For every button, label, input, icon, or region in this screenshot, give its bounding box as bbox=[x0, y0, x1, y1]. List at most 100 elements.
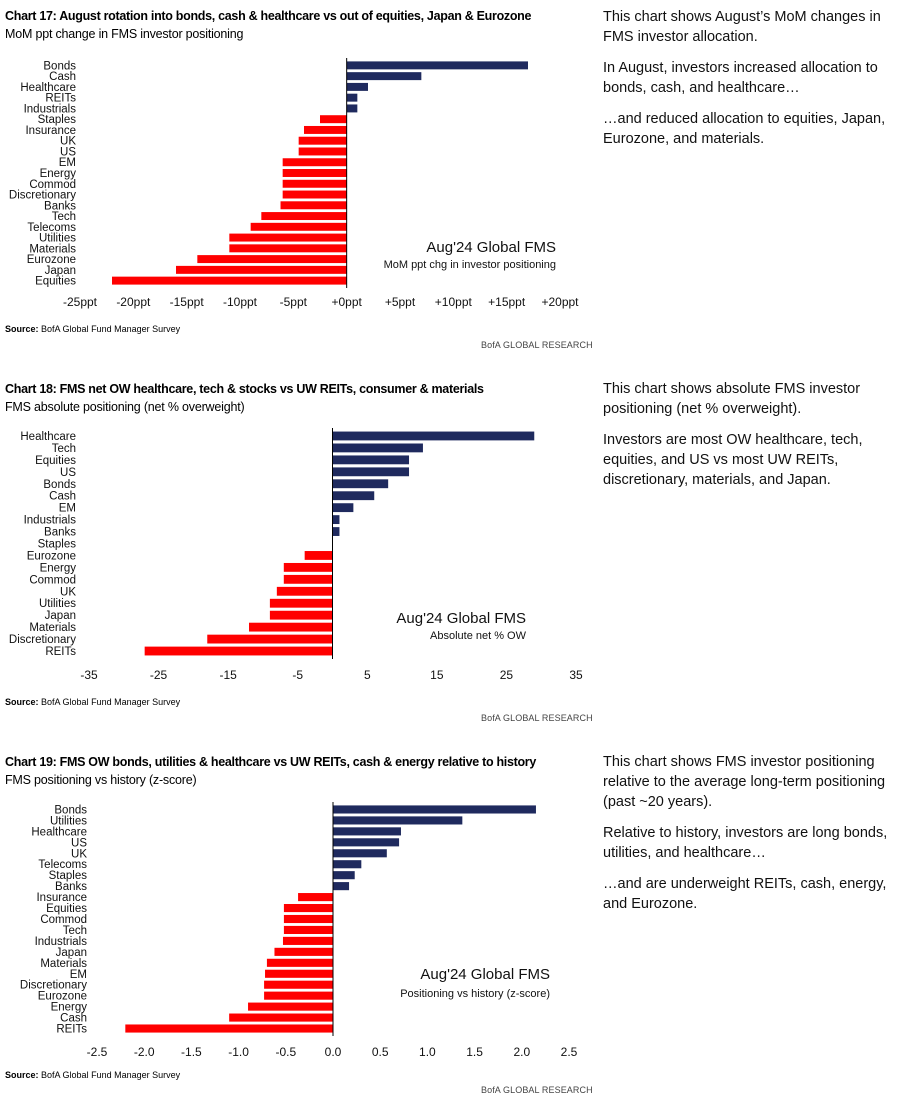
chart-title: Chart 19: FMS OW bonds, utilities & heal… bbox=[5, 755, 537, 769]
brand-label: BofA GLOBAL RESEARCH bbox=[481, 1085, 593, 1095]
category-label: Utilities bbox=[39, 233, 76, 245]
category-label: Banks bbox=[44, 200, 76, 212]
bar-us bbox=[333, 838, 400, 847]
x-tick-label: 35 bbox=[569, 668, 583, 682]
category-label: Bonds bbox=[54, 804, 87, 816]
source-label: Source: bbox=[5, 697, 39, 707]
x-tick-label: -2.5 bbox=[87, 1045, 108, 1059]
bar-equities bbox=[283, 904, 333, 913]
category-label: US bbox=[71, 837, 87, 849]
bar-industrials bbox=[332, 515, 340, 525]
category-label: Cash bbox=[60, 1013, 87, 1025]
chart-subtitle: FMS positioning vs history (z-score) bbox=[5, 773, 197, 787]
category-label: Healthcare bbox=[20, 82, 76, 94]
bar-telecoms bbox=[250, 222, 347, 231]
side-paragraph: This chart shows FMS investor positionin… bbox=[603, 754, 886, 810]
category-label: Japan bbox=[45, 610, 76, 622]
category-label: EM bbox=[70, 969, 87, 981]
category-label: Utilities bbox=[50, 815, 87, 827]
category-label: Staples bbox=[38, 539, 77, 551]
category-label: Staples bbox=[49, 870, 88, 882]
bar-em bbox=[332, 503, 354, 513]
bar-eurozone bbox=[197, 255, 347, 264]
bar-bonds bbox=[333, 805, 536, 814]
bar-cash bbox=[229, 1013, 333, 1022]
category-label: EM bbox=[59, 503, 76, 515]
category-label: REITs bbox=[45, 646, 76, 658]
bar-industrials bbox=[346, 104, 358, 113]
chart-subtitle: MoM ppt change in FMS investor positioni… bbox=[5, 27, 244, 41]
bar-equities bbox=[112, 276, 347, 285]
bar-cash bbox=[332, 491, 375, 501]
bar-healthcare bbox=[346, 82, 368, 91]
bar-materials bbox=[249, 622, 333, 632]
x-tick-label: -5 bbox=[292, 668, 303, 682]
source-label: Source: bbox=[5, 1070, 39, 1080]
category-label: Bonds bbox=[43, 479, 76, 491]
category-label: Eurozone bbox=[27, 550, 76, 562]
x-tick-label: -25ppt bbox=[63, 295, 98, 309]
x-tick-label: 0.0 bbox=[325, 1045, 342, 1059]
bar-discretionary bbox=[282, 190, 347, 199]
x-tick-label: +10ppt bbox=[435, 295, 473, 309]
category-label: Insurance bbox=[36, 892, 87, 904]
bar-uk bbox=[333, 849, 387, 858]
category-label: Utilities bbox=[39, 598, 76, 610]
category-label: Bonds bbox=[43, 60, 76, 72]
category-label: Commod bbox=[29, 179, 76, 191]
bar-discretionary bbox=[207, 634, 333, 644]
x-tick-label: 2.5 bbox=[561, 1045, 578, 1059]
bar-chart-18: HealthcareTechEquitiesUSBondsCashEMIndus… bbox=[9, 428, 583, 682]
bar-energy bbox=[283, 562, 333, 572]
bar-materials bbox=[266, 958, 333, 967]
category-label: UK bbox=[60, 136, 76, 148]
bar-uk bbox=[298, 136, 347, 145]
side-paragraph: …and are underweight REITs, cash, energy… bbox=[603, 876, 887, 912]
bar-utilities bbox=[269, 598, 333, 608]
bar-japan bbox=[269, 610, 333, 620]
category-label: Industrials bbox=[24, 515, 77, 527]
source-text: BofA Global Fund Manager Survey bbox=[41, 697, 181, 707]
bar-energy bbox=[282, 169, 347, 177]
bar-eurozone bbox=[304, 551, 333, 560]
bar-reits bbox=[125, 1024, 333, 1033]
category-label: Discretionary bbox=[9, 634, 76, 646]
brand-label: BofA GLOBAL RESEARCH bbox=[481, 340, 593, 350]
bar-em bbox=[265, 969, 333, 978]
bar-uk bbox=[276, 586, 333, 596]
bar-cash bbox=[346, 72, 422, 81]
x-tick-label: 1.0 bbox=[419, 1045, 436, 1059]
bar-chart-17: BondsCashHealthcareREITsIndustrialsStapl… bbox=[9, 58, 579, 309]
category-label: Commod bbox=[29, 574, 76, 586]
x-tick-label: +20ppt bbox=[541, 295, 579, 309]
category-label: REITs bbox=[56, 1024, 87, 1036]
x-tick-label: 0.5 bbox=[372, 1045, 389, 1059]
side-paragraph: This chart shows absolute FMS investor p… bbox=[603, 381, 861, 417]
bar-commod bbox=[283, 574, 333, 584]
category-label: Tech bbox=[52, 443, 76, 455]
bar-chart-19: BondsUtilitiesHealthcareUSUKTelecomsStap… bbox=[20, 802, 578, 1059]
bar-japan bbox=[176, 265, 347, 274]
side-paragraph: Investors are most OW healthcare, tech, … bbox=[603, 432, 863, 488]
bar-healthcare bbox=[333, 827, 401, 836]
bar-commod bbox=[283, 914, 333, 924]
bar-staples bbox=[333, 871, 355, 880]
x-tick-label: -20ppt bbox=[116, 295, 151, 309]
category-label: EM bbox=[59, 157, 76, 169]
bar-tech bbox=[283, 925, 333, 934]
x-tick-label: 5 bbox=[364, 668, 371, 682]
category-label: Cash bbox=[49, 71, 76, 83]
source-note: Source: BofA Global Fund Manager Survey bbox=[5, 1070, 180, 1080]
category-label: Banks bbox=[44, 527, 76, 539]
x-tick-label: -35 bbox=[80, 668, 98, 682]
bar-reits bbox=[144, 646, 333, 656]
category-label: Tech bbox=[63, 925, 87, 937]
x-tick-label: -15 bbox=[219, 668, 237, 682]
category-label: Japan bbox=[45, 265, 76, 277]
bar-reits bbox=[346, 93, 358, 102]
side-paragraph: In August, investors increased allocatio… bbox=[603, 60, 878, 96]
side-paragraph: …and reduced allocation to equities, Jap… bbox=[603, 111, 886, 147]
x-tick-label: -2.0 bbox=[134, 1045, 155, 1059]
category-label: Materials bbox=[29, 622, 76, 634]
x-tick-label: 2.0 bbox=[513, 1045, 530, 1059]
